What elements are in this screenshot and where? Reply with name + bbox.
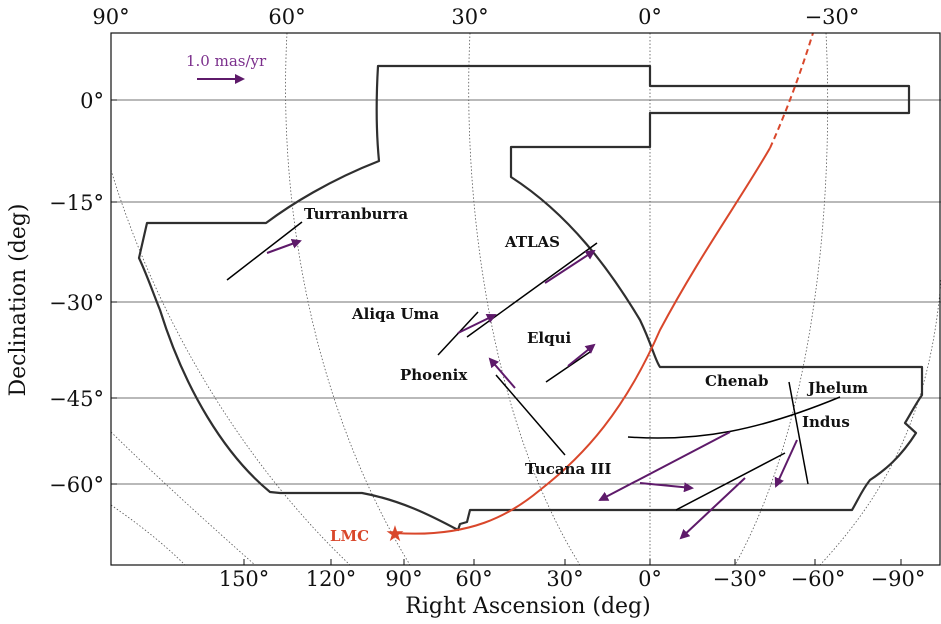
x-axis-label: Right Ascension (deg) <box>405 594 650 619</box>
stream-label-indus: Indus <box>802 413 850 431</box>
pm-arrow-chenab <box>598 431 731 501</box>
meridian-120 <box>111 431 256 565</box>
lmc-orbit-future <box>769 32 814 149</box>
stream-tracks <box>226 221 841 511</box>
ra-tick-label: 30° <box>546 567 583 591</box>
ra-tick-label: 120° <box>306 567 357 591</box>
stream-track-jhelum <box>675 452 786 511</box>
meridian-90 <box>111 169 351 565</box>
stream-label-turranburra: Turranburra <box>304 205 408 223</box>
ra-tick-labels: 150° 120° 90° 60° 30° 0° −30° −60° −90° <box>219 567 926 591</box>
axes-frame <box>110 32 941 566</box>
lmc-label: LMC <box>330 527 369 545</box>
meridian-150 <box>111 504 186 565</box>
top-tick-label: 0° <box>638 5 662 29</box>
stream-track-indus <box>788 381 809 485</box>
ra-tick-label: 60° <box>455 567 492 591</box>
pm-arrow-tucana-iii <box>639 482 694 493</box>
dec-tick-label: 0° <box>80 89 104 113</box>
stream-track-atlas <box>466 242 598 338</box>
pm-arrow-jhelum <box>679 477 746 540</box>
stream-label-phoenix: Phoenix <box>400 366 468 384</box>
dec-tick-label: −15° <box>49 191 104 215</box>
meridian-m60 <box>819 279 941 565</box>
top-tick-label: −30° <box>805 5 860 29</box>
top-tick-label: 90° <box>92 5 129 29</box>
dec-gridlines <box>111 99 941 485</box>
dec-tick-labels: 0° −15° −30° −45° −60° <box>49 89 104 497</box>
pm-arrow-elqui <box>567 343 596 367</box>
pm-arrow-atlas <box>544 249 596 284</box>
stream-track-elqui <box>545 351 591 383</box>
stream-labels: Turranburra ATLAS Aliqa Uma Phoenix Elqu… <box>304 205 868 478</box>
stream-label-jhelum: Jhelum <box>806 379 868 397</box>
top-tick-label: 60° <box>268 5 305 29</box>
pm-arrow-phoenix <box>488 357 516 389</box>
ra-tick-label: 150° <box>219 567 270 591</box>
y-axis-label: Declination (deg) <box>6 204 31 397</box>
stream-label-aliqa-uma: Aliqa Uma <box>351 305 439 323</box>
ra-tick-label: 0° <box>638 567 662 591</box>
stream-track-phoenix <box>495 374 566 456</box>
dec-tick-label: −30° <box>49 291 104 315</box>
meridian-60 <box>285 33 411 565</box>
pm-arrow-indus <box>774 439 798 488</box>
ra-tick-label: 90° <box>385 567 422 591</box>
pm-scale-label: 1.0 mas/yr <box>186 52 267 70</box>
stream-label-tucana-iii: Tucana III <box>525 460 611 478</box>
stream-track-aliqa-uma <box>437 311 479 356</box>
ra-tick-label: −30° <box>713 567 768 591</box>
dec-tick-label: −45° <box>49 387 104 411</box>
stream-track-turranburra <box>226 221 303 281</box>
proper-motion-arrows <box>197 74 798 540</box>
pm-arrow-turranburra <box>266 239 302 254</box>
dec-tick-label: −60° <box>49 473 104 497</box>
stream-label-elqui: Elqui <box>527 329 572 347</box>
stream-label-chenab: Chenab <box>705 372 769 390</box>
meridian-30 <box>468 33 581 565</box>
ra-tick-label: −60° <box>791 567 846 591</box>
top-tick-label: 30° <box>451 5 488 29</box>
lmc-orbit <box>394 147 771 535</box>
pm-arrow-aliqa-uma <box>457 314 497 334</box>
top-tick-labels: 90° 60° 30° 0° −30° <box>92 5 859 29</box>
survey-footprint <box>137 64 924 532</box>
ra-tick-label: −90° <box>871 567 926 591</box>
tick-marks <box>111 99 902 565</box>
stream-label-atlas: ATLAS <box>504 233 560 251</box>
stream-track-chenab <box>627 396 841 439</box>
lmc-star-icon: ★ <box>385 522 405 547</box>
